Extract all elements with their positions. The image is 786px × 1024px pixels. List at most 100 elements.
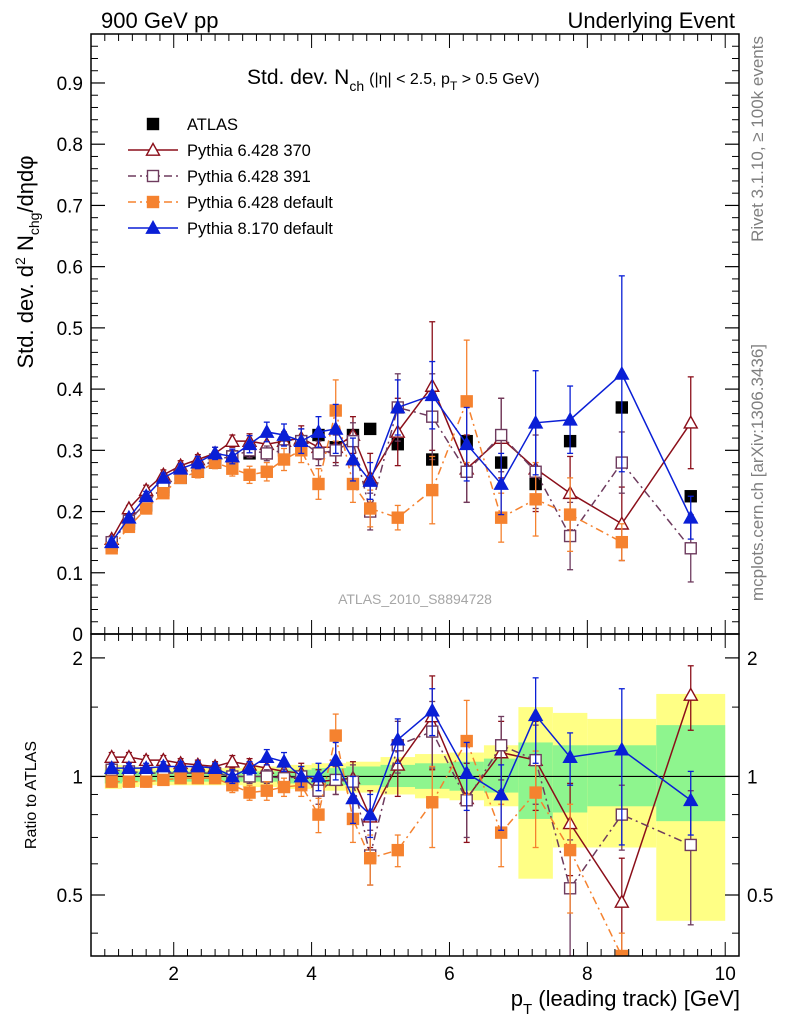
data-point: [426, 796, 439, 809]
ylabel-part-3: chg: [26, 213, 42, 236]
data-point: [345, 451, 361, 466]
data-point: [527, 707, 544, 722]
data-point: [562, 411, 578, 426]
data-point: [260, 784, 273, 797]
data-point: [363, 502, 377, 515]
data-point: [684, 542, 697, 555]
y-tick-label: 0.6: [57, 258, 83, 279]
legend-marker: [145, 142, 161, 156]
data-point: [390, 399, 406, 414]
data-point: [424, 387, 440, 402]
chart-title-cond-end: > 0.5 GeV): [457, 71, 539, 88]
data-point: [190, 758, 206, 773]
series-p8def: [103, 275, 699, 549]
ratio-y-tick-label-right: 0.5: [747, 886, 773, 907]
data-point: [345, 790, 361, 805]
data-point: [105, 775, 118, 788]
data-point: [312, 477, 325, 491]
data-point: [328, 420, 344, 435]
legend-entry-p6def: Pythia 6.428 default: [128, 194, 333, 212]
data-point: [426, 483, 439, 497]
data-point: [172, 460, 189, 475]
data-point: [259, 749, 275, 763]
data-point: [460, 395, 473, 408]
data-point: [615, 949, 629, 956]
ratio-y-axis: 0.5 0.5 1 1 2 2: [57, 649, 773, 934]
chart-title: Std. dev. Nch (|η| < 2.5, pT > 0.5 GeV): [247, 66, 540, 94]
data-point: [190, 454, 206, 469]
data-point: [103, 534, 120, 549]
data-point: [459, 436, 475, 451]
data-point: [293, 768, 309, 783]
data-point: [312, 447, 325, 460]
data-point: [459, 765, 475, 779]
data-point: [362, 472, 378, 487]
y-tick-label: 0.5: [57, 319, 83, 340]
data-point: [260, 465, 273, 478]
ratio-y-tick-label-right: 2: [747, 649, 758, 670]
data-point: [121, 509, 137, 524]
data-point: [683, 509, 699, 524]
data-point: [224, 448, 241, 463]
x-tick-label: 4: [306, 964, 317, 985]
data-point: [683, 414, 699, 429]
data-point: [276, 427, 292, 441]
data-point: [529, 786, 542, 799]
y-tick-label: 0.9: [57, 74, 83, 95]
data-point: [683, 792, 699, 807]
data-point: [138, 760, 154, 775]
data-point: [527, 414, 544, 429]
data-point: [138, 488, 154, 503]
ratio-y-tick-label-right: 1: [747, 767, 758, 788]
data-point: [328, 752, 344, 767]
x-tick-label: 6: [444, 964, 455, 985]
data-point: [391, 511, 404, 524]
data-point: [260, 770, 273, 783]
data-point: [293, 433, 309, 448]
y-tick-label: 0.7: [57, 196, 83, 217]
data-point: [155, 758, 172, 773]
legend-label: Pythia 6.428 391: [187, 168, 311, 186]
data-point: [329, 729, 342, 742]
header-left: 900 GeV pp: [101, 8, 218, 33]
ratio-series-layer: [103, 665, 699, 956]
rivet-version-label: Rivet 3.1.10, ≥ 100k events: [748, 36, 767, 242]
x-tick-label: 8: [582, 964, 593, 985]
data-point: [277, 453, 291, 466]
xlabel-sub: T: [523, 1001, 532, 1018]
data-point: [139, 502, 153, 515]
y-tick-label: 0.1: [57, 564, 83, 585]
data-point: [224, 433, 241, 448]
data-point: [122, 775, 136, 788]
ratio-panel: 0.5 0.51 12 2 2 4 6 8 10 Ratio to ATLAS pT (lea…: [23, 34, 773, 1018]
legend-entry-p391: Pythia 6.428 391: [128, 168, 311, 186]
xlabel-rest: (leading track) [GeV]: [532, 986, 740, 1011]
data-point: [207, 760, 223, 775]
series-p6def: [105, 339, 629, 562]
x-tick-label: 2: [168, 964, 179, 985]
data-point: [207, 445, 223, 460]
ratio-y-tick-label: 0.5: [57, 886, 83, 907]
mcplots-label: mcplots.cern.ch [arXiv:1306.3436]: [748, 344, 767, 601]
data-point: [363, 422, 377, 436]
data-point: [310, 424, 327, 438]
main-y-axis: 0 0.1 0.2 0.3 0.4 0.5 0.6 0.7 0.8 0.9: [57, 45, 739, 646]
data-point: [614, 894, 630, 908]
data-point: [493, 786, 509, 801]
data-point: [139, 775, 153, 788]
data-point: [260, 447, 273, 460]
data-point: [310, 768, 327, 783]
data-point: [121, 760, 137, 775]
data-point: [276, 753, 292, 768]
data-point: [563, 843, 577, 857]
data-point: [614, 365, 630, 380]
data-point: [615, 535, 629, 549]
ylabel-part-2: N: [13, 235, 38, 257]
data-point: [157, 486, 170, 500]
main-y-axis-label: Std. dev. d2 Nchg/dηdφ: [12, 155, 42, 368]
main-panel: 0 0.1 0.2 0.3 0.4 0.5 0.6 0.7 0.8 0.9 Std. dev. N…: [12, 33, 740, 646]
legend-label: Pythia 6.428 370: [187, 142, 311, 160]
data-point: [243, 468, 256, 482]
data-point: [155, 469, 172, 484]
data-point: [494, 428, 508, 442]
